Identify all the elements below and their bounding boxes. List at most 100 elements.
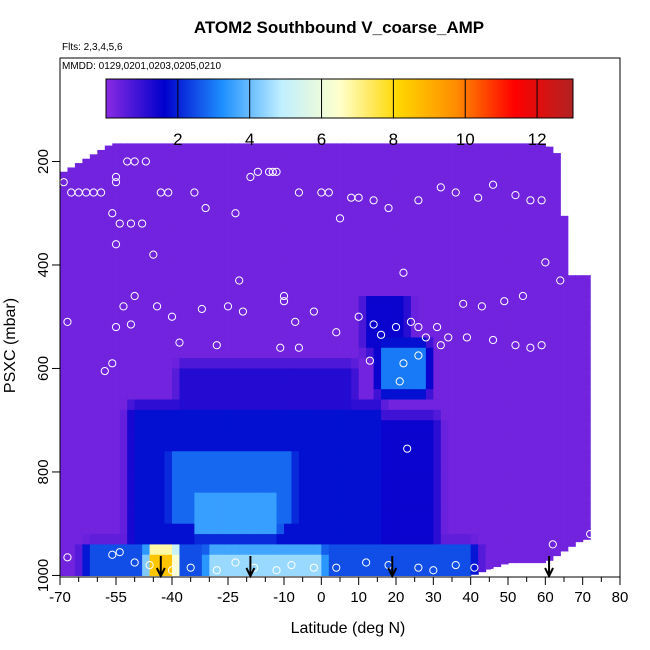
heatmap-cell <box>552 378 561 390</box>
heatmap-cell <box>194 213 203 225</box>
heatmap-cell <box>552 306 561 318</box>
heatmap-cell <box>321 513 330 525</box>
heatmap-cell <box>164 544 173 556</box>
heatmap-cell <box>455 337 464 349</box>
heatmap-cell <box>104 534 113 546</box>
heatmap-cell <box>418 471 427 483</box>
heatmap-cell <box>97 565 106 577</box>
heatmap-cell <box>149 471 158 483</box>
heatmap-cell <box>530 451 539 463</box>
heatmap-cell <box>209 306 218 318</box>
heatmap-cell <box>552 161 561 173</box>
heatmap-cell <box>515 420 524 432</box>
heatmap-cell <box>119 503 128 514</box>
heatmap-cell <box>508 430 517 442</box>
heatmap-cell <box>358 554 367 566</box>
heatmap-cell <box>321 161 330 173</box>
heatmap-cell <box>157 492 166 504</box>
sample-point <box>272 566 281 575</box>
heatmap-cell <box>560 534 569 546</box>
heatmap-cell <box>179 275 188 287</box>
heatmap-cell <box>366 378 375 390</box>
heatmap-cell <box>418 223 427 235</box>
sample-point <box>212 566 221 575</box>
heatmap-cell <box>500 461 509 473</box>
heatmap-cell <box>500 182 509 194</box>
heatmap-cell <box>254 523 263 535</box>
heatmap-cell <box>366 306 375 318</box>
heatmap-cell <box>463 327 472 339</box>
heatmap-cell <box>74 163 83 173</box>
heatmap-cell <box>455 202 464 214</box>
heatmap-cell <box>515 192 524 204</box>
heatmap-cell <box>522 244 531 256</box>
heatmap-cell <box>560 544 569 552</box>
heatmap-cell <box>149 244 158 256</box>
heatmap-cell <box>239 244 248 256</box>
heatmap-cell <box>328 202 337 214</box>
sample-point <box>291 317 300 326</box>
heatmap-cell <box>552 492 561 504</box>
heatmap-cell <box>485 399 494 411</box>
heatmap-cell <box>74 192 83 204</box>
heatmap-cell <box>194 254 203 266</box>
heatmap-cell <box>396 182 405 194</box>
heatmap-cell <box>209 430 218 442</box>
heatmap-cell <box>194 151 203 163</box>
heatmap-cell <box>269 461 278 473</box>
heatmap-cell <box>463 223 472 235</box>
heatmap-cell <box>515 471 524 483</box>
heatmap-cell <box>396 492 405 504</box>
heatmap-cell <box>530 534 539 546</box>
heatmap-cell <box>351 285 360 297</box>
heatmap-cell <box>224 223 233 235</box>
heatmap-cell <box>89 451 98 463</box>
heatmap-cell <box>209 389 218 401</box>
heatmap-cell <box>209 327 218 339</box>
heatmap-cell <box>328 378 337 390</box>
heatmap-cell <box>60 296 69 307</box>
heatmap-cell <box>343 409 352 421</box>
heatmap-cell <box>403 409 412 421</box>
heatmap-cell <box>381 171 390 183</box>
heatmap-cell <box>455 461 464 473</box>
heatmap-cell <box>201 534 210 546</box>
heatmap-cell <box>522 492 531 504</box>
heatmap-cell <box>366 192 375 204</box>
heatmap-cell <box>254 399 263 411</box>
heatmap-cell <box>433 316 442 328</box>
heatmap-cell <box>321 306 330 318</box>
heatmap-cell <box>418 327 427 339</box>
heatmap-cell <box>186 409 195 421</box>
heatmap-cell <box>463 503 472 514</box>
heatmap-cell <box>149 347 158 359</box>
heatmap-cell <box>440 554 449 566</box>
heatmap-cell <box>60 202 69 214</box>
heatmap-cell <box>67 171 76 183</box>
heatmap-cell <box>119 420 128 432</box>
heatmap-cell <box>127 378 136 390</box>
heatmap-cell <box>358 482 367 494</box>
heatmap-cell <box>358 451 367 463</box>
heatmap-cell <box>269 306 278 318</box>
heatmap-cell <box>537 492 546 504</box>
heatmap-cell <box>134 523 143 535</box>
heatmap-cell <box>149 503 158 514</box>
heatmap-cell <box>351 378 360 390</box>
heatmap-cell <box>74 275 83 287</box>
heatmap-cell <box>201 202 210 214</box>
heatmap-cell <box>463 544 472 556</box>
heatmap-cell <box>112 202 121 214</box>
heatmap-cell <box>351 358 360 370</box>
heatmap-cell <box>373 327 382 339</box>
heatmap-cell <box>373 440 382 452</box>
heatmap-cell <box>478 358 487 370</box>
heatmap-cell <box>455 440 464 452</box>
heatmap-cell <box>396 471 405 483</box>
heatmap-cell <box>410 182 419 194</box>
heatmap-cell <box>112 503 121 514</box>
heatmap-cell <box>508 264 517 276</box>
heatmap-cell <box>172 244 181 256</box>
heatmap-cell <box>164 420 173 432</box>
heatmap-cell <box>149 554 158 566</box>
